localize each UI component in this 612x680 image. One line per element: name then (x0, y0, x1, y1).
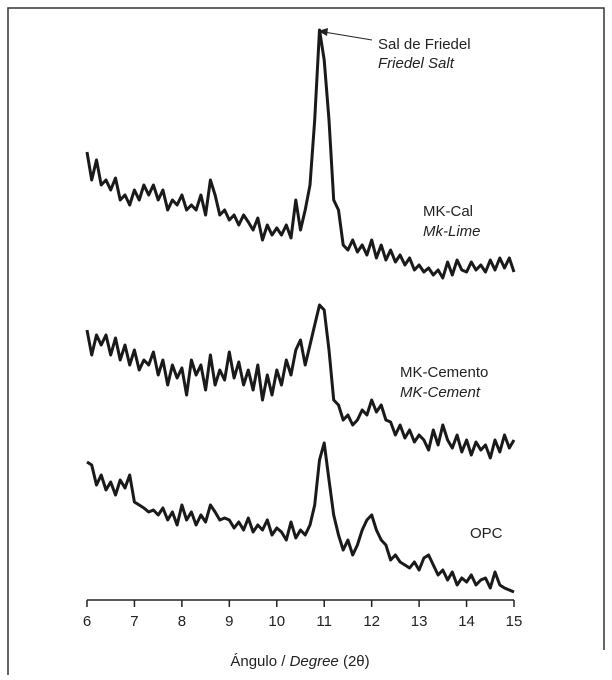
x-tick-label: 15 (506, 613, 523, 630)
series-label: MK-Cal (423, 203, 473, 220)
x-tick-label: 6 (83, 613, 91, 630)
x-tick-label: 10 (268, 613, 285, 630)
series-label: OPC (470, 525, 503, 542)
annotation: Sal de Friedel (378, 36, 471, 53)
annotation: Friedel Salt (378, 55, 455, 72)
arrow-head (318, 28, 328, 36)
x-tick-label: 12 (363, 613, 380, 630)
x-label-part: (2θ) (339, 653, 370, 670)
series-line (85, 28, 516, 280)
x-label-part: Degree (290, 653, 339, 670)
x-tick-label: 7 (130, 613, 138, 630)
x-tick-label: 14 (458, 613, 475, 630)
series-line (85, 303, 516, 460)
x-axis-label: Ángulo / Degree (2θ) (230, 653, 369, 670)
x-tick-label: 11 (316, 613, 332, 630)
x-tick-label: 9 (225, 613, 233, 630)
series-line (86, 441, 515, 594)
annotation-arrow (323, 31, 373, 41)
x-tick-label: 13 (411, 613, 428, 630)
series-label: MK-Cemento (400, 364, 488, 381)
frame (7, 7, 605, 675)
x-tick-label: 8 (178, 613, 186, 630)
x-label-part: Ángulo / (230, 653, 289, 670)
series-label: MK-Cement (400, 384, 481, 401)
series-label: Mk-Lime (423, 223, 481, 240)
